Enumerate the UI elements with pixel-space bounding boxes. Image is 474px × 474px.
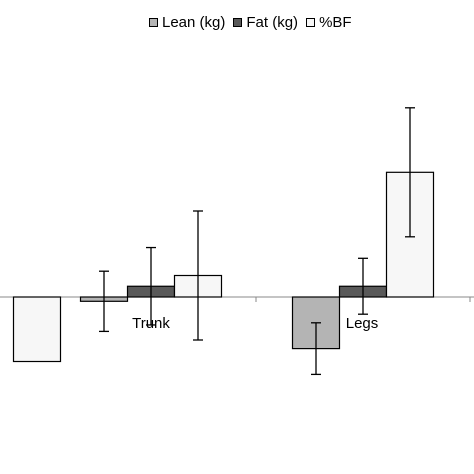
legend-swatch-fat [233, 18, 243, 27]
chart-legend: Lean (kg) Fat (kg) %BF [149, 14, 360, 31]
bar-%bf-left [12, 296, 62, 363]
legend-item-fat: Fat (kg) [233, 14, 298, 31]
legend-label-fat: Fat (kg) [246, 14, 299, 31]
category-label-legs: Legs [346, 315, 379, 332]
legend-item-bf: %BF [306, 14, 352, 31]
category-label-trunk: Trunk [132, 315, 170, 332]
legend-label-lean: Lean (kg) [162, 14, 226, 31]
legend-label-bf: %BF [319, 14, 352, 31]
legend-item-lean: Lean (kg) [149, 14, 225, 31]
legend-swatch-bf [306, 18, 316, 27]
legend-swatch-lean [149, 18, 158, 27]
